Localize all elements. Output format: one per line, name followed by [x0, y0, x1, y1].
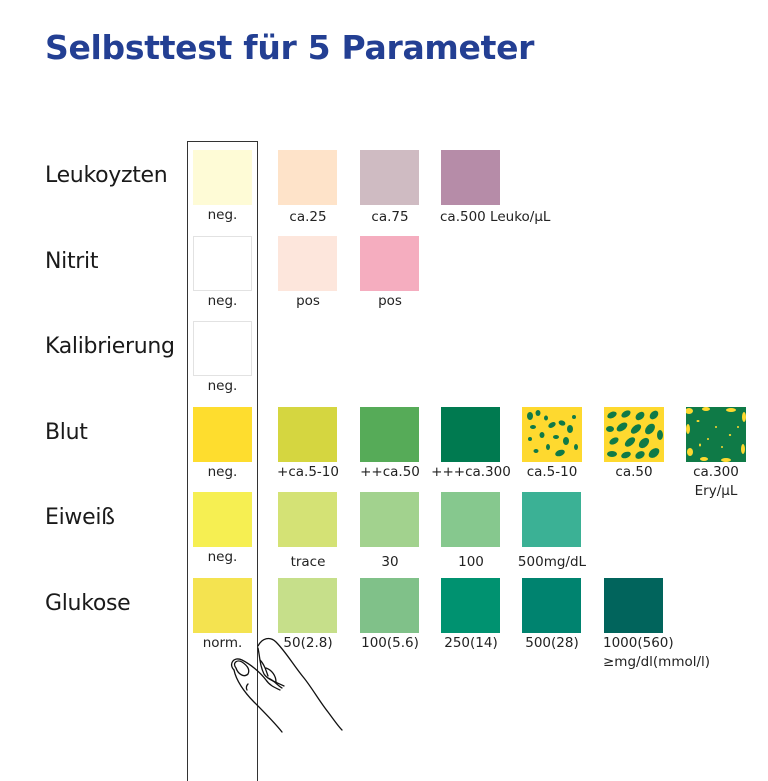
reference-pad [193, 407, 252, 462]
swatch-label: ca.50 [615, 464, 653, 480]
reference-label: norm. [202, 635, 243, 651]
color-swatch [360, 492, 419, 547]
swatch-label: 30 [381, 554, 399, 570]
swatch-label: pos [378, 293, 402, 309]
reference-pad [193, 150, 252, 205]
swatch-label: 250(14) [444, 635, 498, 651]
parameter-label: Nitrit [45, 249, 99, 274]
reference-pad [193, 578, 252, 633]
color-swatch [360, 236, 419, 291]
color-swatch [686, 407, 746, 462]
color-swatch [604, 407, 664, 462]
color-swatch [522, 407, 582, 462]
swatch-label: 1000(560) [603, 635, 674, 651]
color-swatch [441, 492, 500, 547]
color-swatch [360, 578, 419, 633]
swatch-unit-label: ≥mg/dl(mmol/l) [603, 654, 711, 670]
swatch-label: +ca.5-10 [277, 464, 339, 480]
parameter-label: Eiweiß [45, 505, 115, 530]
swatch-label: ca.5-10 [526, 464, 578, 480]
swatch-label: ++ca.50 [360, 464, 420, 480]
color-swatch [278, 236, 337, 291]
swatch-label: ca.500 Leuko/µL [440, 209, 551, 225]
reference-pad [193, 236, 252, 291]
swatch-label: ca.75 [371, 209, 409, 225]
swatch-label: ca.25 [289, 209, 327, 225]
parameter-label: Glukose [45, 591, 131, 616]
color-swatch [604, 578, 663, 633]
parameter-label: Leukoyzten [45, 163, 168, 188]
swatch-unit-label: Ery/µL [694, 483, 738, 499]
swatch-label: +++ca.300 [431, 464, 511, 480]
color-swatch [441, 407, 500, 462]
swatch-label: ca.300 [693, 464, 739, 480]
reference-label: neg. [207, 464, 238, 480]
color-swatch [441, 578, 500, 633]
reference-label: neg. [207, 549, 238, 565]
color-swatch [522, 578, 581, 633]
reference-pad [193, 321, 252, 376]
swatch-label: pos [296, 293, 320, 309]
swatch-label: 500mg/dL [517, 554, 587, 570]
hand-icon [230, 637, 343, 733]
reference-label: neg. [207, 293, 238, 309]
swatch-label: 50(2.8) [283, 635, 333, 651]
color-swatch [360, 407, 419, 462]
color-swatch [441, 150, 500, 205]
parameter-label: Blut [45, 420, 88, 445]
color-swatch [278, 578, 337, 633]
swatch-label: 100 [458, 554, 484, 570]
reference-pad [193, 492, 252, 547]
parameter-label: Kalibrierung [45, 334, 175, 359]
color-swatch [278, 407, 337, 462]
page-title: Selbsttest für 5 Parameter [45, 28, 535, 67]
reference-label: neg. [207, 378, 238, 394]
swatch-label: 500(28) [525, 635, 579, 651]
color-swatch [278, 150, 337, 205]
color-swatch [360, 150, 419, 205]
swatch-label: 100(5.6) [361, 635, 419, 651]
color-swatch [522, 492, 581, 547]
reference-label: neg. [207, 207, 238, 223]
swatch-label: trace [290, 554, 326, 570]
color-swatch [278, 492, 337, 547]
